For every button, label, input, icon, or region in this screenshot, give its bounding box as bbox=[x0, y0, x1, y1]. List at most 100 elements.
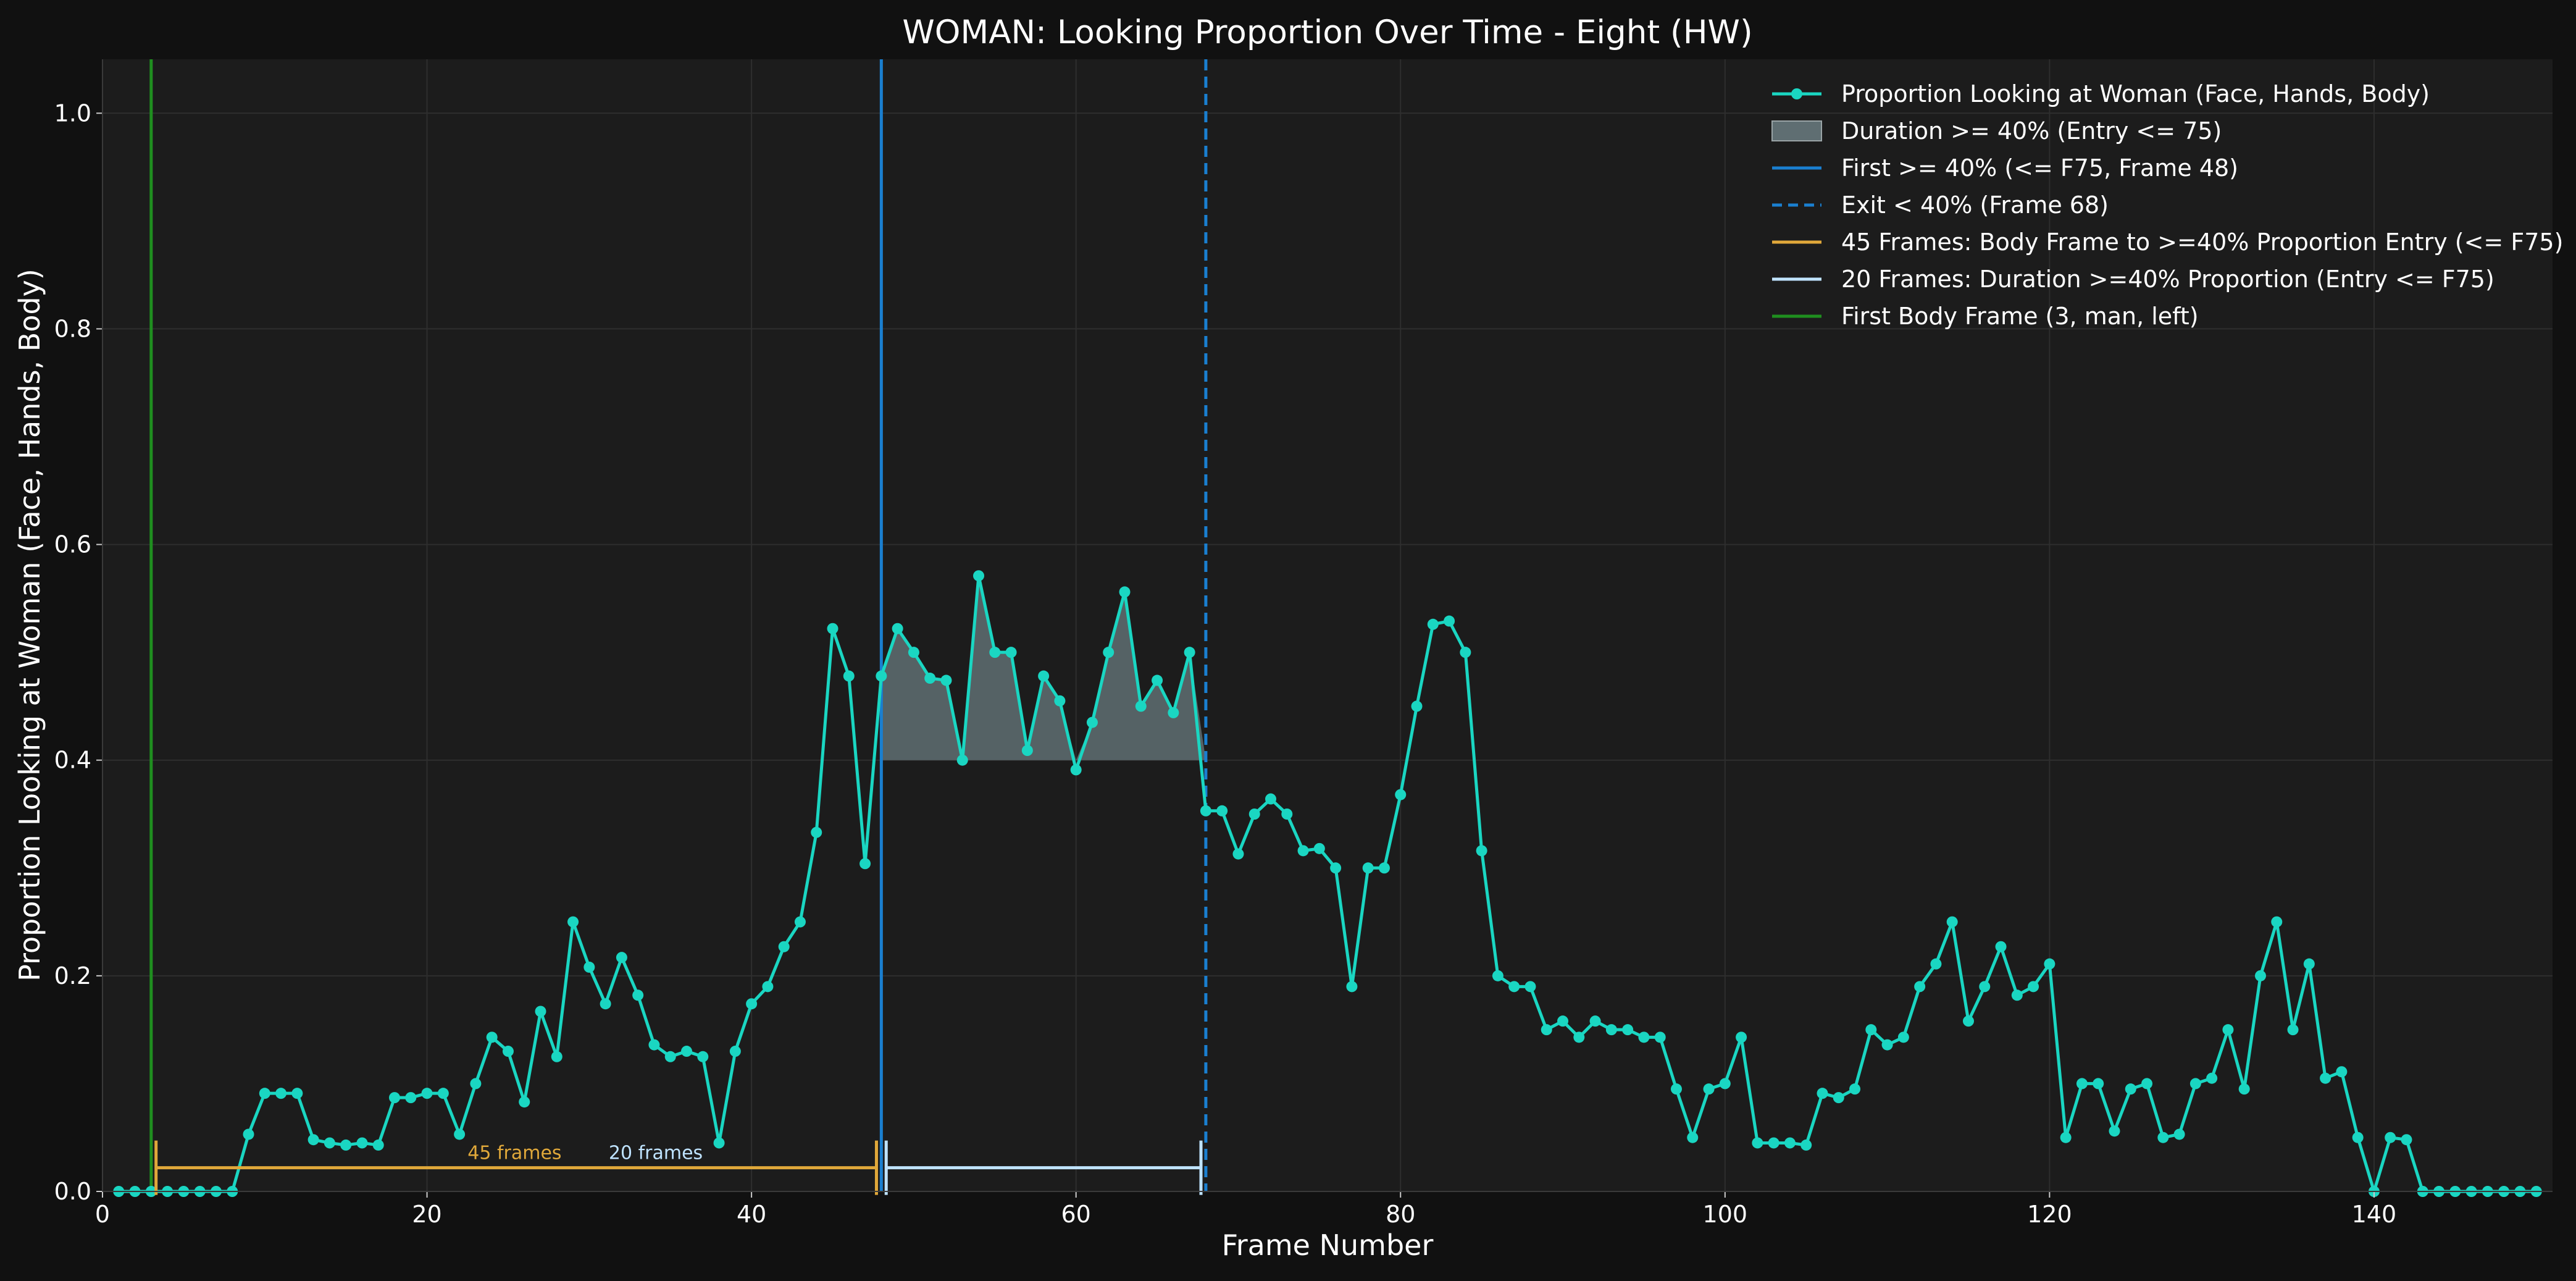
data-point bbox=[778, 941, 790, 952]
data-point bbox=[681, 1046, 693, 1057]
data-point bbox=[940, 674, 952, 686]
data-point bbox=[1995, 941, 2007, 952]
data-point bbox=[1541, 1024, 1552, 1036]
data-point bbox=[340, 1139, 352, 1151]
data-point bbox=[1492, 970, 1503, 981]
data-point bbox=[1021, 745, 1033, 757]
data-point bbox=[973, 570, 985, 582]
data-point bbox=[2125, 1083, 2136, 1095]
data-point bbox=[1378, 862, 1390, 874]
chart-title: WOMAN: Looking Proportion Over Time - Ei… bbox=[902, 14, 1752, 51]
data-point bbox=[1768, 1137, 1779, 1149]
data-point bbox=[2189, 1078, 2201, 1090]
data-point bbox=[291, 1088, 303, 1099]
data-point bbox=[1736, 1031, 1747, 1043]
data-point bbox=[1395, 789, 1407, 800]
x-tick-label: 0 bbox=[95, 1201, 110, 1228]
y-tick-label: 0.0 bbox=[54, 1178, 91, 1205]
data-point bbox=[1589, 1015, 1601, 1027]
data-point bbox=[2206, 1072, 2218, 1084]
data-point bbox=[519, 1096, 530, 1108]
data-point bbox=[2044, 958, 2055, 970]
legend-label: First Body Frame (3, man, left) bbox=[1841, 303, 2199, 330]
data-point bbox=[583, 961, 595, 973]
data-point bbox=[567, 916, 579, 928]
data-point bbox=[437, 1088, 449, 1099]
data-point bbox=[2385, 1132, 2396, 1143]
x-axis-label: Frame Number bbox=[1222, 1228, 1434, 1262]
data-point bbox=[421, 1088, 433, 1099]
data-point bbox=[454, 1128, 466, 1140]
x-tick-label: 140 bbox=[2352, 1201, 2397, 1228]
data-point bbox=[2287, 1024, 2299, 1036]
data-point bbox=[1719, 1078, 1731, 1090]
data-point bbox=[859, 858, 871, 870]
data-point bbox=[762, 981, 774, 993]
data-point bbox=[1670, 1083, 1682, 1095]
data-point bbox=[2173, 1128, 2185, 1140]
data-point bbox=[2336, 1066, 2348, 1078]
legend: Proportion Looking at Woman (Face, Hands… bbox=[1771, 80, 2563, 330]
span-label: 20 frames bbox=[609, 1143, 703, 1164]
data-point bbox=[616, 952, 627, 964]
span-annotations: 45 frames 20 frames bbox=[154, 1140, 1203, 1195]
y-tick-label: 0.8 bbox=[54, 315, 91, 342]
data-point bbox=[827, 623, 838, 634]
data-point bbox=[1752, 1137, 1763, 1149]
data-point bbox=[324, 1137, 335, 1149]
data-point bbox=[2141, 1078, 2153, 1090]
legend-label: 45 Frames: Body Frame to >=40% Proportio… bbox=[1841, 229, 2563, 256]
data-point bbox=[2060, 1132, 2072, 1143]
data-point bbox=[632, 989, 644, 1001]
x-tick-label: 80 bbox=[1386, 1201, 1415, 1228]
data-point bbox=[1687, 1132, 1699, 1143]
data-point bbox=[1411, 700, 1423, 712]
data-point bbox=[1297, 845, 1309, 857]
data-point bbox=[1817, 1088, 1828, 1099]
data-point bbox=[2028, 981, 2039, 993]
data-point bbox=[372, 1139, 384, 1151]
x-tick-label: 60 bbox=[1061, 1201, 1091, 1228]
data-point bbox=[2109, 1125, 2120, 1137]
legend-label: Exit < 40% (Frame 68) bbox=[1841, 191, 2109, 219]
data-point bbox=[1362, 862, 1374, 874]
data-point bbox=[697, 1051, 709, 1062]
data-point bbox=[535, 1006, 546, 1017]
data-point bbox=[243, 1128, 254, 1140]
data-point bbox=[1070, 764, 1082, 776]
data-point bbox=[470, 1078, 482, 1090]
data-point bbox=[1881, 1039, 1893, 1051]
x-tick-label: 40 bbox=[737, 1201, 766, 1228]
data-point bbox=[892, 623, 903, 634]
data-point bbox=[1265, 793, 1277, 805]
data-point bbox=[1703, 1083, 1715, 1095]
data-point bbox=[1330, 862, 1342, 874]
data-point bbox=[2076, 1078, 2088, 1090]
data-point bbox=[1508, 981, 1520, 993]
data-point bbox=[1476, 845, 1487, 857]
data-point bbox=[1524, 981, 1536, 993]
data-point bbox=[2222, 1024, 2234, 1036]
data-point bbox=[1638, 1031, 1650, 1043]
data-point bbox=[259, 1088, 270, 1099]
data-point bbox=[1946, 916, 1958, 928]
data-point bbox=[2011, 989, 2023, 1001]
y-tick-label: 0.4 bbox=[54, 747, 91, 774]
data-point bbox=[2254, 970, 2266, 981]
y-tick-label: 0.6 bbox=[54, 531, 91, 558]
data-point bbox=[1930, 958, 1942, 970]
data-point bbox=[405, 1092, 417, 1104]
data-point bbox=[1833, 1092, 1844, 1104]
data-point bbox=[486, 1031, 498, 1043]
data-point bbox=[1654, 1031, 1666, 1043]
data-point bbox=[2352, 1132, 2364, 1143]
data-point bbox=[1346, 981, 1358, 993]
legend-label: First >= 40% (<= F75, Frame 48) bbox=[1841, 154, 2238, 182]
plot-area bbox=[102, 59, 2553, 1191]
data-point bbox=[1865, 1024, 1877, 1036]
data-point bbox=[811, 826, 822, 838]
y-tick-label: 1.0 bbox=[54, 99, 91, 127]
data-point bbox=[1914, 981, 1926, 993]
data-point bbox=[275, 1088, 287, 1099]
